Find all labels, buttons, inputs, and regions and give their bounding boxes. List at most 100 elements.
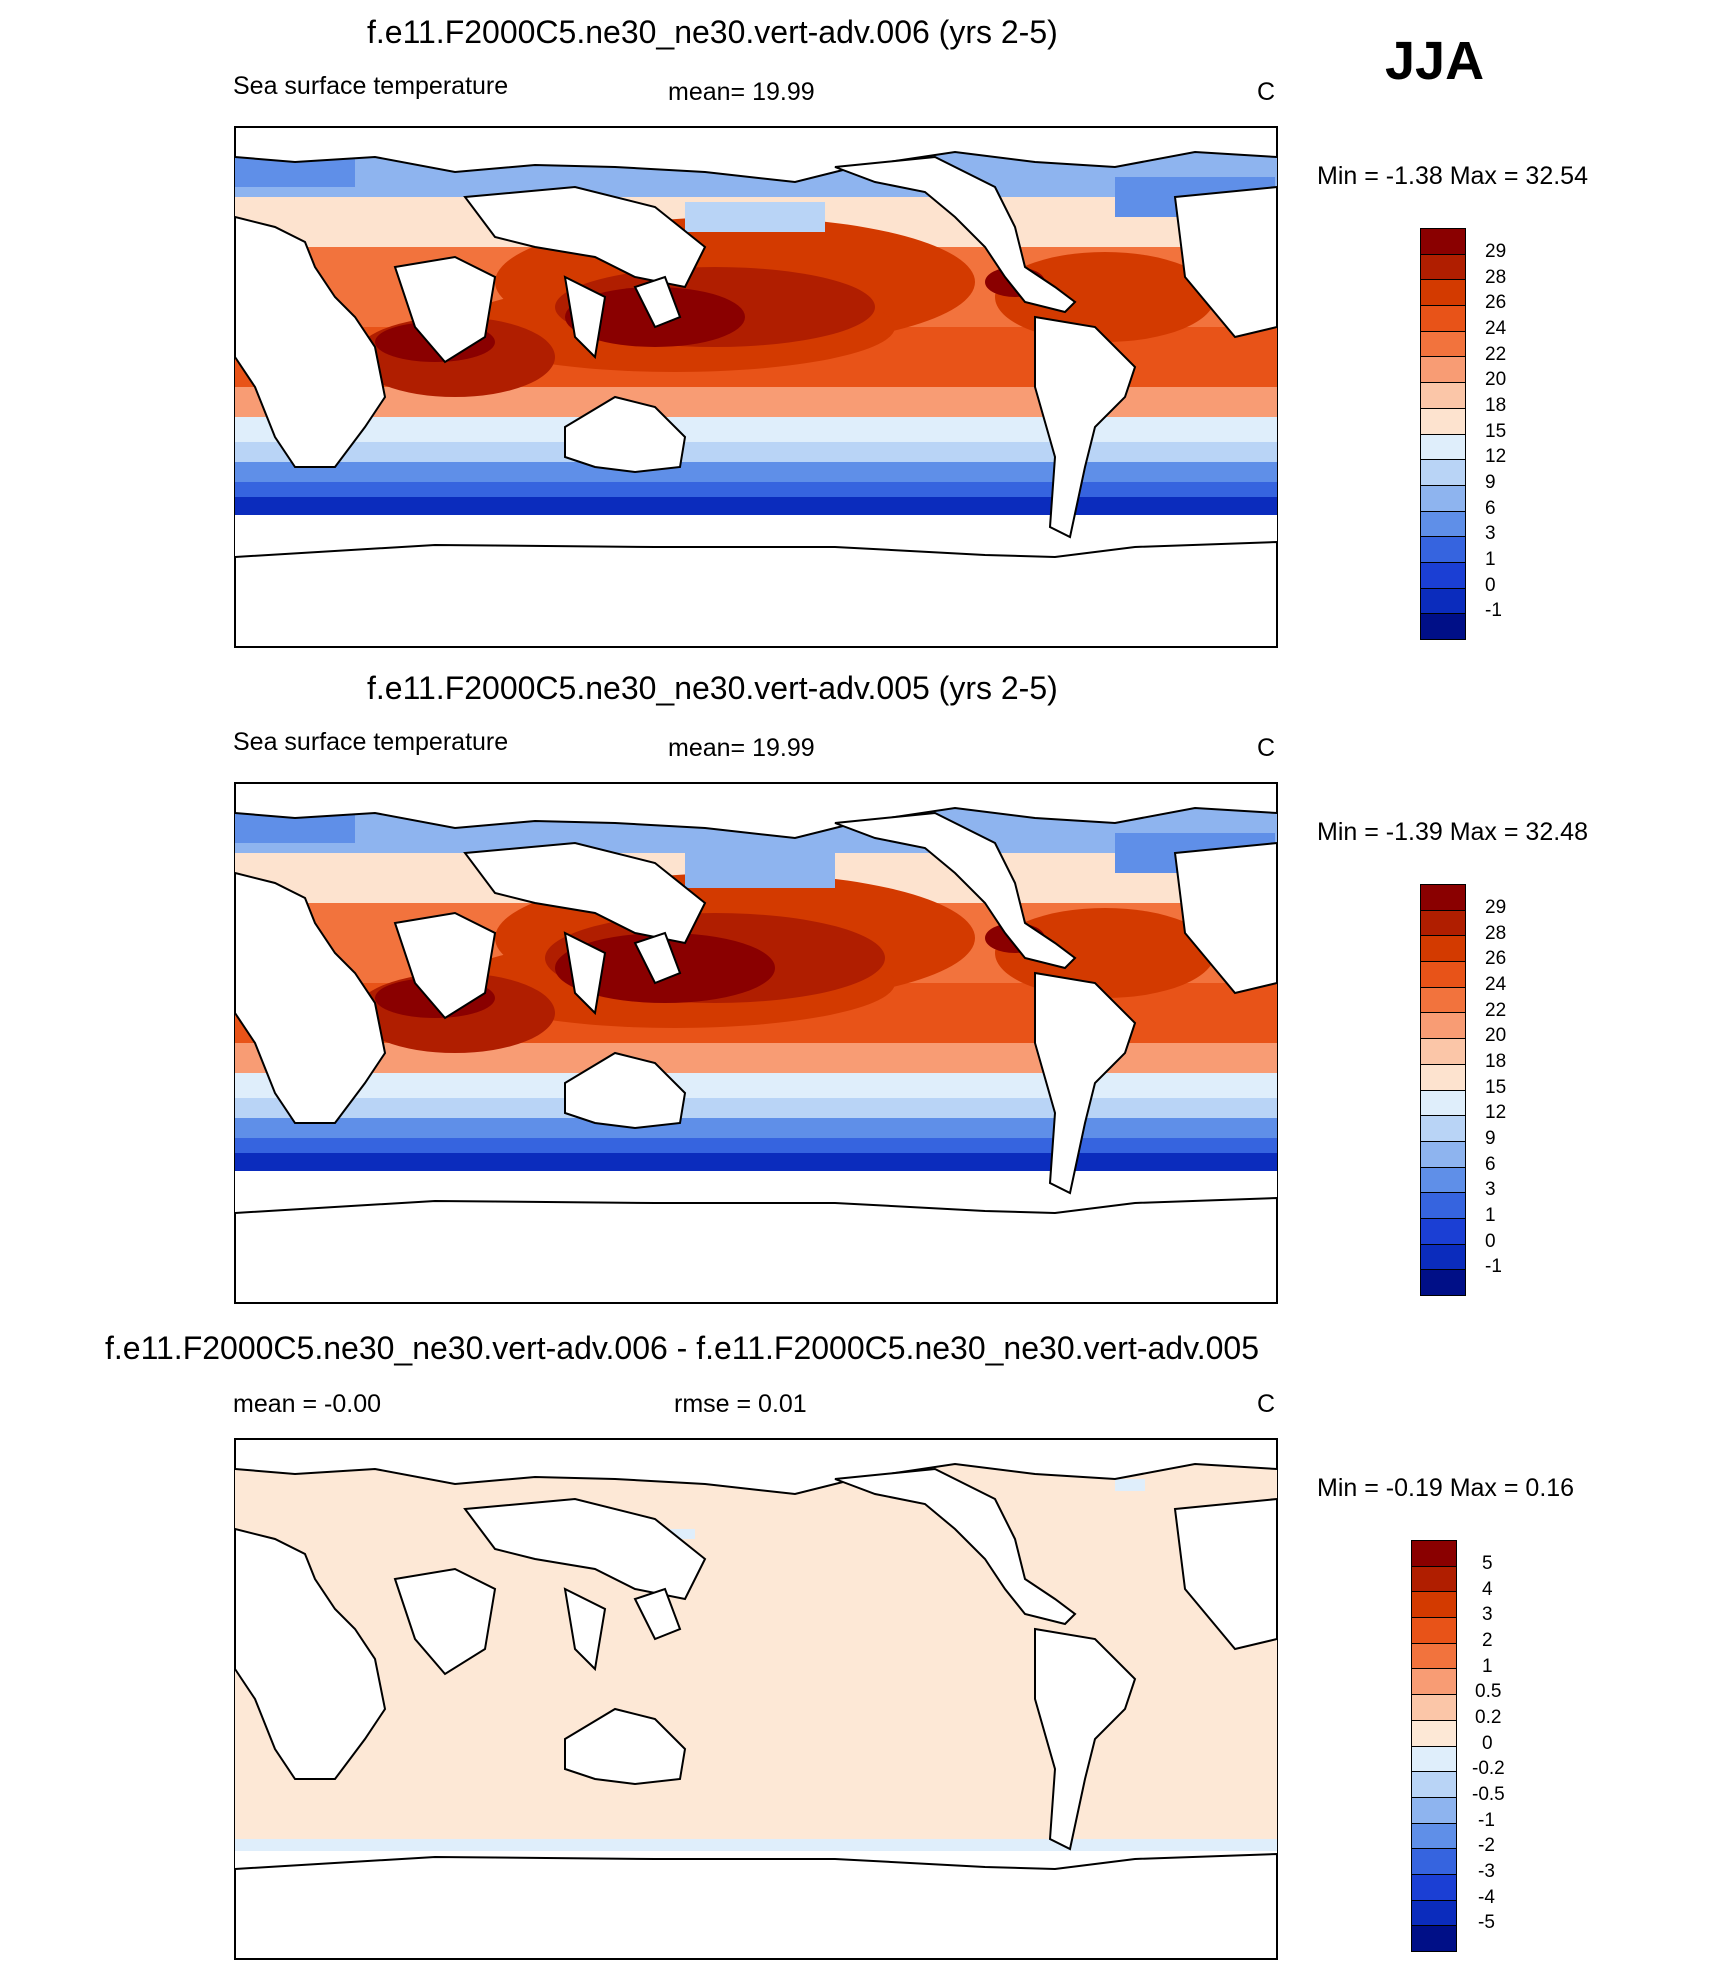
panel-2-colorbar-tick: 20 [1485,1025,1507,1046]
panel-2-title: f.e11.F2000C5.ne30_ne30.vert-adv.005 (yr… [367,670,1058,706]
panel-1-map [234,126,1278,648]
panel-1-mean-label: mean= 19.99 [668,78,815,106]
panel-1-colorbar-tick: 3 [1485,523,1496,544]
panel-1-map-svg [235,127,1277,647]
panel-2-colorbar-tick: -1 [1485,1256,1502,1277]
panel-1-colorbar-seg [1421,408,1465,435]
season-label: JJA [1385,31,1485,91]
panel-1-colorbar-seg [1421,485,1465,512]
panel-1-colorbar-seg [1421,357,1465,384]
panel-3-colorbar-seg [1412,1566,1456,1593]
panel-1-colorbar-seg [1421,254,1465,281]
panel-3-colorbar-tick: 2 [1482,1630,1493,1651]
panel-3-colorbar-seg [1412,1618,1456,1644]
panel-1-colorbar-seg [1421,331,1465,358]
panel-1-colorbar-seg [1421,537,1465,563]
panel-3-colorbar [1411,1540,1457,1952]
panel-1-colorbar-seg [1421,511,1465,538]
panel-1-colorbar-tick: 26 [1485,292,1507,313]
panel-3-map [234,1438,1278,1960]
panel-1-colorbar [1420,228,1466,640]
panel-1-colorbar-seg [1421,434,1465,461]
panel-3-rmse-label: rmse = 0.01 [674,1390,807,1418]
panel-2-colorbar-seg [1421,1167,1465,1194]
panel-2-colorbar-tick: 3 [1485,1179,1496,1200]
panel-1-colorbar-tick: 29 [1485,241,1507,262]
panel-3-minmax-label: Min = -0.19 Max = 0.16 [1317,1474,1575,1502]
panel-2-colorbar-seg [1421,1116,1465,1142]
panel-1-colorbar-seg [1421,306,1465,332]
panel-2-colorbar-tick: 0 [1485,1231,1496,1252]
panel-2-colorbar-tick: 1 [1485,1205,1496,1226]
panel-2-colorbar [1420,884,1466,1296]
panel-2-minmax-label: Min = -1.39 Max = 32.48 [1317,818,1588,846]
panel-3-colorbar-tick: -5 [1478,1912,1495,1933]
panel-2-colorbar-tick: 28 [1485,923,1507,944]
panel-3-colorbar-tick: -3 [1478,1861,1495,1882]
panel-1-colorbar-tick: 12 [1485,446,1507,467]
panel-3-colorbar-seg [1412,1720,1456,1747]
panel-2-mean-label: mean= 19.99 [668,734,815,762]
panel-2-colorbar-seg [1421,936,1465,963]
panel-3-colorbar-tick: 1 [1482,1656,1493,1677]
panel-3-colorbar-seg [1412,1797,1456,1824]
panel-2-colorbar-seg [1421,1244,1465,1271]
panel-2-colorbar-seg [1421,1270,1465,1295]
panel-3-colorbar-seg [1412,1772,1456,1798]
panel-2-colorbar-seg [1421,1064,1465,1091]
panel-1-colorbar-tick: -1 [1485,600,1502,621]
panel-1-colorbar-tick: 6 [1485,498,1496,519]
panel-1-colorbar-tick: 18 [1485,395,1507,416]
panel-1-colorbar-seg [1421,229,1465,255]
panel-1-colorbar-tick: 24 [1485,318,1507,339]
panel-3-colorbar-seg [1412,1643,1456,1670]
panel-1-colorbar-seg [1421,280,1465,307]
panel-2-map [234,782,1278,1304]
panel-2-colorbar-seg [1421,910,1465,937]
panel-2-colorbar-seg [1421,987,1465,1014]
panel-2-colorbar-seg [1421,1141,1465,1168]
panel-2-colorbar-tick: 24 [1485,974,1507,995]
panel-2-map-svg [235,783,1277,1303]
panel-3-colorbar-seg [1412,1823,1456,1850]
panel-2-colorbar-seg [1421,962,1465,988]
panel-2-colorbar-seg [1421,1090,1465,1117]
panel-2-colorbar-tick: 15 [1485,1077,1507,1098]
panel-1-colorbar-tick: 22 [1485,344,1507,365]
panel-3-colorbar-seg [1412,1874,1456,1901]
panel-3-colorbar-tick: 0 [1482,1733,1493,1754]
panel-2-colorbar-tick: 22 [1485,1000,1507,1021]
panel-3-colorbar-tick: -4 [1478,1887,1495,1908]
panel-1-colorbar-tick: 1 [1485,549,1496,570]
panel-3-colorbar-tick: -2 [1478,1835,1495,1856]
panel-2-variable-label: Sea surface temperature [233,728,509,756]
panel-3-colorbar-tick: -1 [1478,1810,1495,1831]
panel-2-colorbar-tick: 9 [1485,1128,1496,1149]
panel-2-units-label: C [1257,734,1276,762]
panel-3-colorbar-tick: -0.5 [1472,1784,1505,1805]
panel-2-colorbar-seg [1421,1039,1465,1065]
panel-1-colorbar-tick: 28 [1485,267,1507,288]
panel-2-colorbar-seg [1421,1193,1465,1219]
panel-1-colorbar-tick: 9 [1485,472,1496,493]
panel-3-colorbar-seg [1412,1746,1456,1773]
panel-3-colorbar-seg [1412,1926,1456,1951]
panel-3-mean-label: mean = -0.00 [233,1390,382,1418]
panel-1-units-label: C [1257,78,1276,106]
panel-1-colorbar-tick: 20 [1485,369,1507,390]
panel-3-map-svg [235,1439,1277,1959]
panel-3-colorbar-seg [1412,1695,1456,1721]
panel-3-units-label: C [1257,1390,1276,1418]
panel-3-colorbar-seg [1412,1541,1456,1567]
panel-3-colorbar-tick: 3 [1482,1604,1493,1625]
panel-1-variable-label: Sea surface temperature [233,72,509,100]
panel-2-colorbar-seg [1421,1218,1465,1245]
panel-3-colorbar-seg [1412,1900,1456,1927]
panel-2-colorbar-seg [1421,1013,1465,1040]
panel-3-colorbar-tick: 0.2 [1475,1707,1502,1728]
panel-3-colorbar-tick: 0.5 [1475,1681,1502,1702]
panel-1-title: f.e11.F2000C5.ne30_ne30.vert-adv.006 (yr… [367,14,1058,50]
panel-3-colorbar-tick: 5 [1482,1553,1493,1574]
panel-1-colorbar-seg [1421,460,1465,486]
panel-1-colorbar-tick: 15 [1485,421,1507,442]
